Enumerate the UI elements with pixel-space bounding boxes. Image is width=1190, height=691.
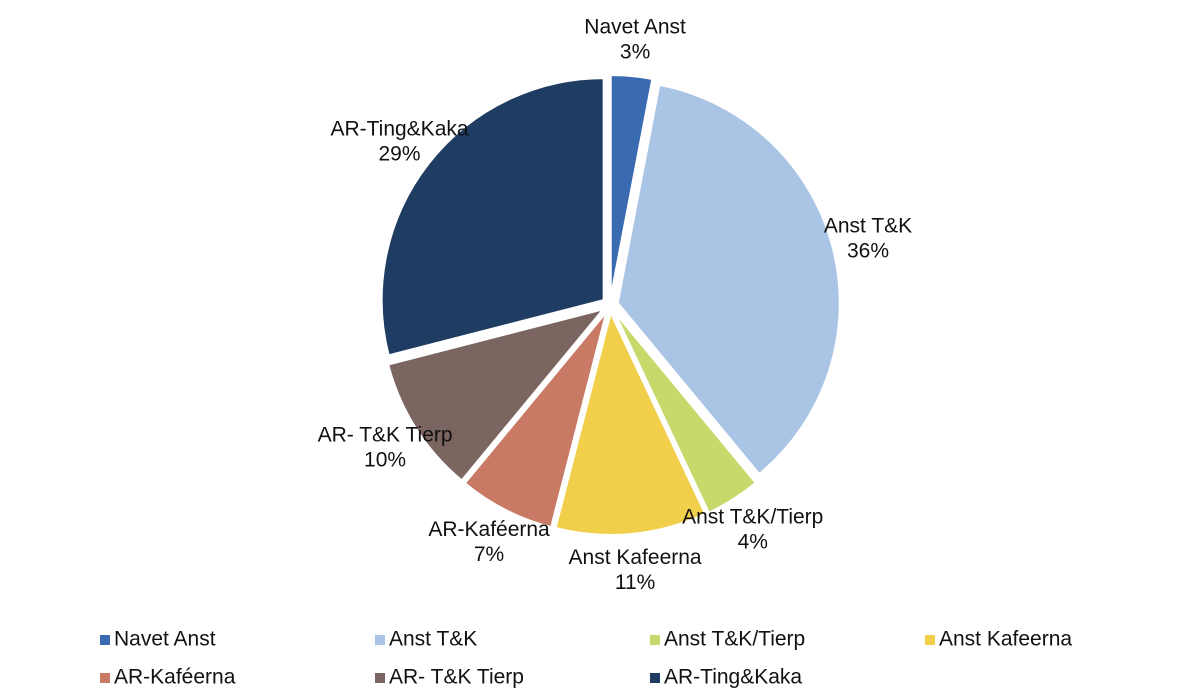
legend-label: Anst Kafeerna: [939, 628, 1072, 651]
data-label-value: 29%: [378, 142, 420, 165]
legend-label: Navet Anst: [114, 628, 216, 651]
legend-label: Anst T&K: [389, 628, 477, 651]
data-label-value: 3%: [620, 40, 650, 63]
legend-swatch: [375, 673, 385, 683]
pie-slice: [380, 77, 605, 357]
pie-slice: [609, 74, 654, 298]
data-label-name: Anst T&K: [824, 214, 912, 237]
pie-slice: [387, 307, 606, 482]
legend-label: AR-Ting&Kaka: [664, 666, 802, 689]
pie-slice: [554, 310, 707, 536]
data-label-name: AR-Kaféerna: [428, 518, 550, 541]
legend-swatch: [925, 635, 935, 645]
data-label-value: 7%: [474, 543, 504, 566]
pie-slice: [463, 311, 608, 529]
pie-slice: [613, 311, 758, 514]
data-label-name: Anst Kafeerna: [569, 546, 702, 569]
legend-swatch: [650, 635, 660, 645]
legend-label: AR- T&K Tierp: [389, 666, 524, 689]
data-label-value: 4%: [738, 530, 768, 553]
data-label-value: 36%: [847, 239, 889, 262]
pie: [380, 74, 841, 536]
data-label-value: 10%: [364, 448, 406, 471]
legend-label: Anst T&K/Tierp: [664, 628, 805, 651]
legend-swatch: [650, 673, 660, 683]
legend-label: AR-Kaféerna: [114, 666, 236, 689]
data-label-name: Anst T&K/Tierp: [682, 505, 823, 528]
data-label-name: AR-Ting&Kaka: [330, 117, 468, 140]
pie-slice: [616, 83, 841, 476]
data-label-value: 11%: [615, 571, 655, 594]
data-label-name: AR- T&K Tierp: [318, 423, 453, 446]
legend-swatch: [100, 673, 110, 683]
legend: Navet Anst Anst T&K Anst T&K/Tierp Anst Kaf…: [100, 628, 1072, 689]
data-label-name: Navet Anst: [584, 15, 686, 38]
legend-swatch: [100, 635, 110, 645]
legend-swatch: [375, 635, 385, 645]
